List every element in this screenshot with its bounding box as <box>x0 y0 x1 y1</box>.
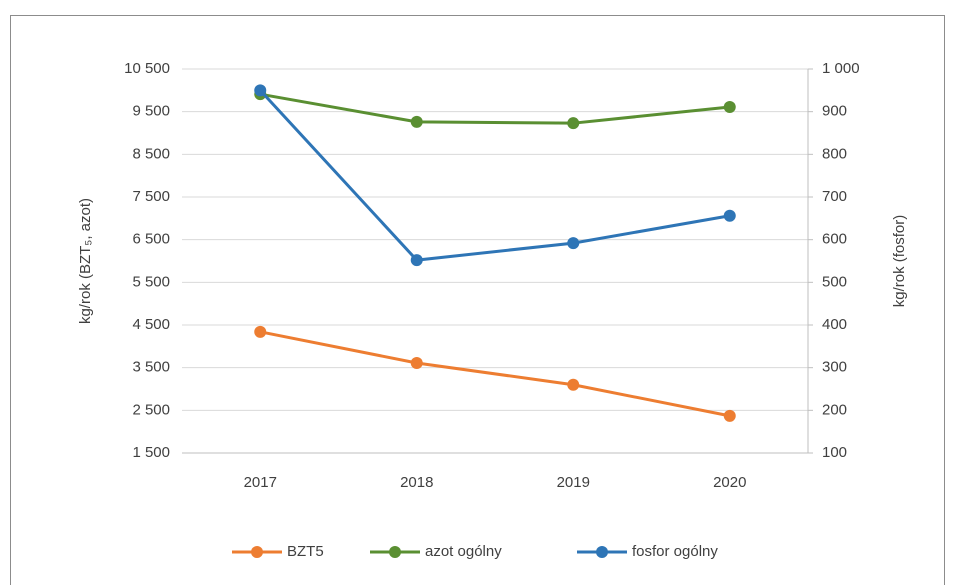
y2-tick-label: 900 <box>822 103 847 120</box>
y-tick-label: 3 500 <box>132 359 170 376</box>
data-point <box>410 254 423 267</box>
data-point <box>567 378 580 391</box>
y2-tick-label: 600 <box>822 231 847 248</box>
legend-marker <box>389 546 401 558</box>
y-tick-label: 1 500 <box>132 444 170 461</box>
legend-marker <box>596 546 608 558</box>
y-tick-label: 2 500 <box>132 401 170 418</box>
y-tick-label: 5 500 <box>132 273 170 290</box>
x-tick-label: 2019 <box>557 474 590 491</box>
y-tick-label: 10 500 <box>124 60 170 77</box>
series-line <box>259 330 731 418</box>
x-tick-label: 2020 <box>713 474 746 491</box>
data-point <box>567 117 580 130</box>
legend-label: fosfor ogólny <box>632 543 718 560</box>
y2-tick-label: 200 <box>822 401 847 418</box>
data-point <box>567 237 580 250</box>
legend-label: BZT5 <box>287 543 324 560</box>
x-tick-label: 2018 <box>400 474 433 491</box>
y-tick-label: 8 500 <box>132 145 170 162</box>
series-line <box>259 89 731 262</box>
data-point <box>254 84 267 97</box>
y-axis-label: kg/rok (BZT₅, azot) <box>77 198 94 324</box>
y2-tick-label: 1 000 <box>822 60 860 77</box>
legend-marker <box>251 546 263 558</box>
data-point <box>723 100 736 113</box>
series-line <box>259 92 730 125</box>
chart-frame <box>10 15 945 585</box>
y2-tick-label: 300 <box>822 359 847 376</box>
data-point <box>410 115 423 128</box>
y-tick-label: 4 500 <box>132 316 170 333</box>
y2-axis-label: kg/rok (fosfor) <box>891 215 908 308</box>
y-tick-label: 9 500 <box>132 103 170 120</box>
y-tick-label: 7 500 <box>132 188 170 205</box>
y2-tick-label: 800 <box>822 145 847 162</box>
data-point <box>254 325 267 338</box>
data-point <box>723 409 736 422</box>
y2-tick-label: 500 <box>822 273 847 290</box>
x-tick-label: 2017 <box>244 474 277 491</box>
y2-tick-label: 700 <box>822 188 847 205</box>
y2-tick-label: 100 <box>822 444 847 461</box>
data-point <box>410 356 423 369</box>
data-point <box>723 209 736 222</box>
y-tick-label: 6 500 <box>132 231 170 248</box>
legend-label: azot ogólny <box>425 543 502 560</box>
y2-tick-label: 400 <box>822 316 847 333</box>
